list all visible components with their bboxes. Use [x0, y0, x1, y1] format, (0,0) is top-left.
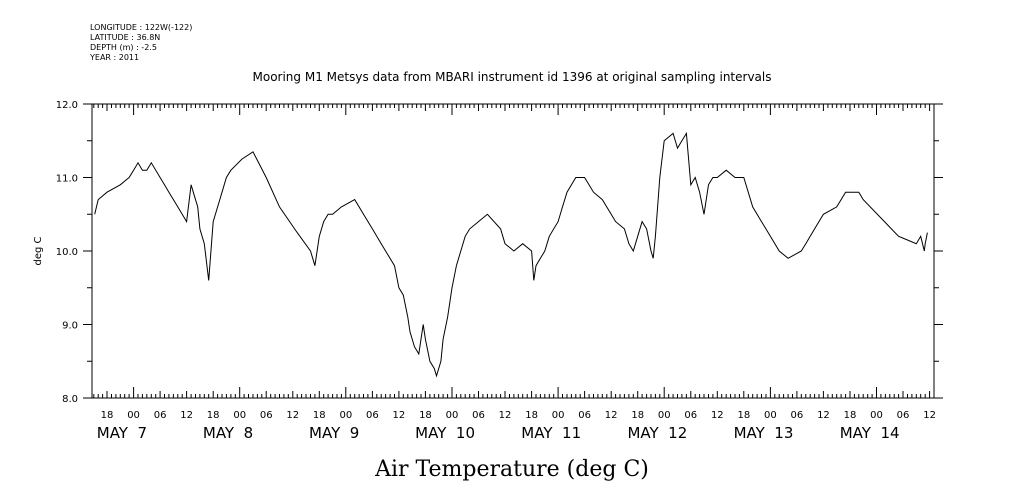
latitude-text: LATITUDE : 36.8N	[90, 33, 160, 42]
x-hour-tick-label: 18	[737, 410, 750, 421]
x-hour-tick-label: 00	[552, 410, 565, 421]
x-hour-tick-label: 06	[578, 410, 591, 421]
chart-title: Mooring M1 Metsys data from MBARI instru…	[253, 70, 772, 84]
metadata-block: LONGITUDE : 122W(-122) LATITUDE : 36.8N …	[89, 23, 192, 62]
x-hour-tick-label: 18	[313, 410, 326, 421]
x-hour-tick-label: 06	[897, 410, 910, 421]
x-hour-tick-label: 00	[658, 410, 671, 421]
x-hour-tick-label: 12	[605, 410, 618, 421]
plot-frame	[91, 103, 935, 399]
x-hour-tick-label: 06	[472, 410, 485, 421]
y-axis-label: deg C	[33, 236, 44, 265]
x-hour-tick-label: 12	[711, 410, 724, 421]
x-hour-tick-label: 06	[366, 410, 379, 421]
x-hour-tick-label: 00	[339, 410, 352, 421]
x-day-label: MAY 11	[521, 424, 581, 442]
x-hour-tick-label: 18	[631, 410, 644, 421]
longitude-text: LONGITUDE : 122W(-122)	[90, 23, 192, 32]
series-line-air-temperature	[94, 131, 928, 378]
x-hour-tick-labels: 18 00 06 12 18 00 06 12 18 00 06 12 18 00 06 12 18 00 06 12…	[101, 410, 936, 421]
y-tick-label: 11.0	[56, 174, 78, 185]
x-day-label: MAY 9	[309, 424, 359, 442]
y-tick-label: 12.0	[56, 100, 78, 111]
tick-marks	[83, 103, 943, 399]
x-hour-tick-label: 18	[525, 410, 538, 421]
y-tick-labels: 8.0 9.0 10.0 11.0 12.0	[56, 100, 78, 405]
x-day-label: MAY 14	[840, 424, 900, 442]
y-tick-label: 9.0	[62, 321, 78, 332]
x-axis-label: Air Temperature (deg C)	[374, 457, 649, 482]
y-tick-label: 8.0	[62, 394, 78, 405]
x-hour-tick-label: 12	[180, 410, 193, 421]
y-tick-label: 10.0	[56, 247, 78, 258]
x-day-label: MAY 12	[627, 424, 687, 442]
x-hour-tick-label: 00	[446, 410, 459, 421]
x-hour-tick-label: 18	[419, 410, 432, 421]
x-hour-tick-label: 18	[207, 410, 220, 421]
x-day-label: MAY 8	[203, 424, 253, 442]
x-hour-tick-label: 18	[101, 410, 114, 421]
x-hour-tick-label: 00	[233, 410, 246, 421]
x-hour-tick-label: 00	[764, 410, 777, 421]
x-hour-tick-label: 06	[154, 410, 167, 421]
x-hour-tick-label: 00	[127, 410, 140, 421]
x-day-label: MAY 10	[415, 424, 475, 442]
x-hour-tick-label: 12	[286, 410, 299, 421]
x-hour-tick-label: 06	[684, 410, 697, 421]
x-day-labels: MAY 7 MAY 8 MAY 9 MAY 10 MAY 11 MAY 12 MAY 13 M…	[97, 424, 900, 442]
x-hour-tick-label: 00	[870, 410, 883, 421]
x-day-label: MAY 13	[734, 424, 794, 442]
x-hour-tick-label: 12	[923, 410, 936, 421]
x-hour-tick-label: 12	[817, 410, 830, 421]
year-text: YEAR : 2011	[89, 53, 139, 62]
x-day-label: MAY 7	[97, 424, 147, 442]
depth-text: DEPTH (m) : -2.5	[90, 43, 157, 52]
x-hour-tick-label: 12	[499, 410, 512, 421]
axis-ticks	[83, 103, 943, 399]
x-hour-tick-label: 06	[791, 410, 804, 421]
x-hour-tick-label: 06	[260, 410, 273, 421]
x-hour-tick-label: 18	[844, 410, 857, 421]
x-hour-tick-label: 12	[393, 410, 406, 421]
